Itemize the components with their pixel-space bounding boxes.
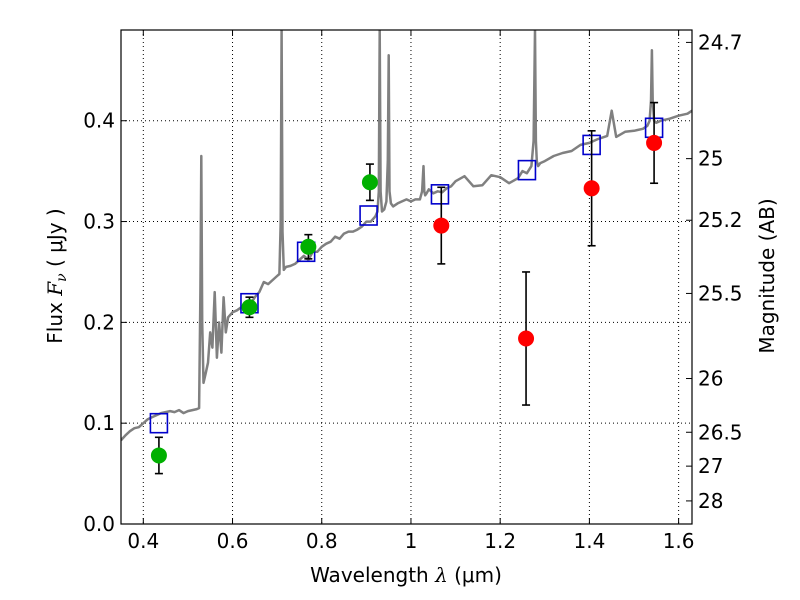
y-tick-label: 0.4 xyxy=(83,109,115,133)
tick-layer: 0.4 0.6 0.8 1 1.2 1.4 1.6 0.0 0.1 0.2 0.3 0.4 24.7 25… xyxy=(83,30,743,553)
x-axis-label: Wavelength λ (μm) xyxy=(310,563,502,587)
y-axis-label: Flux Fν ( μJy ) xyxy=(43,208,70,343)
x-tick-label: 1.6 xyxy=(663,529,695,553)
photometry-point xyxy=(583,180,600,197)
photometry-point xyxy=(361,174,378,191)
synthetic-square-marker xyxy=(517,159,537,181)
x-tick-label: 1.2 xyxy=(484,529,516,553)
y2-tick-label: 25.5 xyxy=(698,281,743,305)
y2-tick-label: 24.7 xyxy=(698,30,743,54)
photometry-point xyxy=(518,330,535,347)
x-tick-label: 0.6 xyxy=(217,529,249,553)
x-tick-label: 1 xyxy=(405,529,418,553)
y-tick-label: 0.0 xyxy=(83,512,115,536)
photometry-point xyxy=(241,299,258,316)
y2-axis-label: Magnitude (AB) xyxy=(755,198,779,353)
x-tick-label: 0.4 xyxy=(127,529,159,553)
y2-tick-label: 26.5 xyxy=(698,420,743,444)
points-layer xyxy=(149,101,664,475)
y2-tick-label: 27 xyxy=(698,454,723,478)
y2-tick-label: 25 xyxy=(698,147,723,171)
synthetic-square-marker xyxy=(359,205,378,226)
y2-tick-label: 26 xyxy=(698,367,723,391)
photometry-point xyxy=(433,217,450,234)
grid-layer xyxy=(121,30,692,525)
spectrum-layer xyxy=(121,30,692,442)
spectrum-line xyxy=(121,30,692,442)
y2-tick-label: 25.2 xyxy=(698,208,743,232)
frame-layer xyxy=(120,29,693,525)
plot-frame xyxy=(120,29,693,525)
photometry-point xyxy=(300,238,317,255)
x-tick-label: 1.4 xyxy=(573,529,605,553)
photometry-point xyxy=(646,134,663,151)
y2-tick-label: 28 xyxy=(698,489,723,513)
y-tick-label: 0.1 xyxy=(83,411,115,435)
photometry-point xyxy=(150,447,167,464)
x-tick-label: 0.8 xyxy=(306,529,338,553)
y-tick-label: 0.3 xyxy=(83,210,115,234)
y-tick-label: 0.2 xyxy=(83,310,115,334)
synthetic-square-marker xyxy=(149,412,169,434)
synthetic-square-marker xyxy=(430,184,450,205)
